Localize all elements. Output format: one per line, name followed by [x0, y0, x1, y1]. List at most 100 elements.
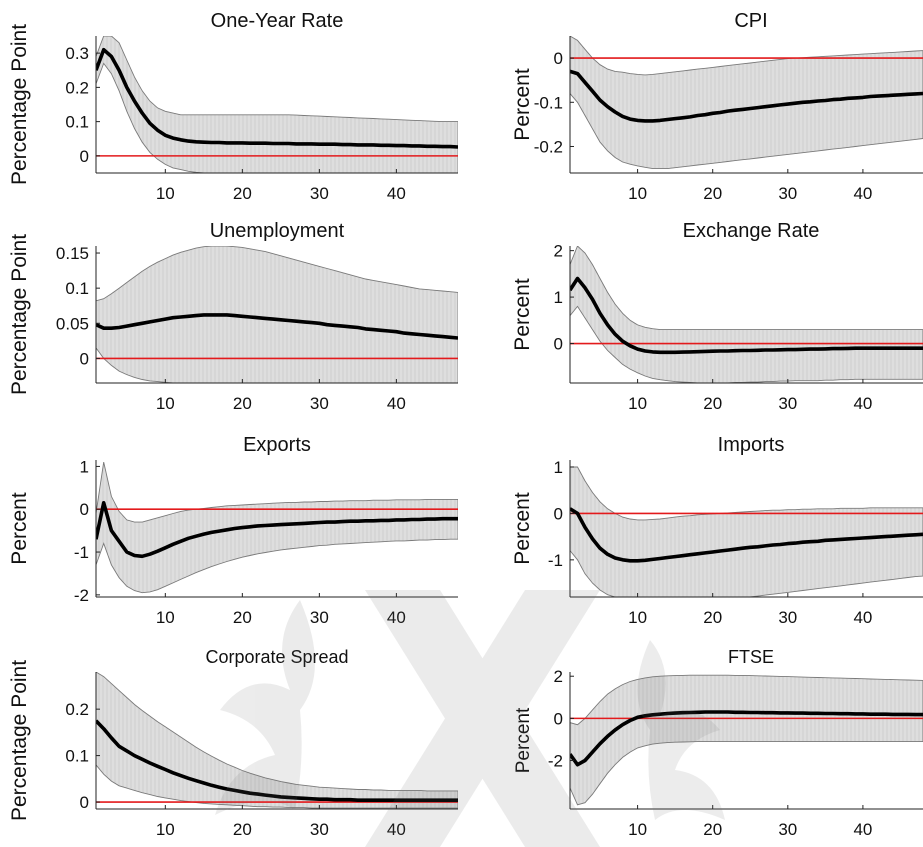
y-tick-label: 2 — [554, 242, 563, 261]
y-tick-label: 0.1 — [65, 113, 89, 132]
chart-panel-4: 10 20 30 40 0 1 2 Exchange Rate Percent — [511, 220, 923, 413]
x-tick-label: 40 — [853, 394, 872, 413]
median-response-line — [570, 69, 923, 123]
y-axis-label: Percentage Point — [8, 24, 31, 185]
y-axis-label: Percent — [513, 707, 534, 773]
x-tick-label: 10 — [156, 184, 175, 203]
confidence-band — [96, 672, 458, 809]
y-tick-label: 0.2 — [65, 700, 89, 719]
x-tick-label: 10 — [628, 394, 647, 413]
x-tick-label: 20 — [233, 608, 252, 627]
x-tick-label: 40 — [387, 608, 406, 627]
y-tick-label: 0.15 — [56, 244, 89, 263]
chart-panel-3: 10 20 30 40 0 0.05 0.1 0.15 Unemployment Percenta… — [8, 220, 458, 413]
x-tick-label: 30 — [778, 608, 797, 627]
x-tick-label: 40 — [387, 394, 406, 413]
x-tick-label: 40 — [387, 820, 406, 839]
x-tick-label: 40 — [387, 184, 406, 203]
y-tick-label: 0 — [80, 349, 89, 368]
x-tick-label: 20 — [233, 394, 252, 413]
median-response-line — [570, 276, 923, 355]
y-tick-label: 0 — [80, 500, 89, 519]
x-tick-label: 30 — [778, 820, 797, 839]
y-tick-label: 0.05 — [56, 314, 89, 333]
y-tick-label: 0.3 — [65, 44, 89, 63]
confidence-band — [570, 674, 923, 806]
confidence-band — [96, 462, 458, 594]
y-tick-label: 2 — [554, 667, 563, 686]
chart-panel-1: 10 20 30 40 0 0.1 0.2 0.3 One-Year Rate Percentag… — [8, 10, 458, 203]
y-axis-label: Percent — [8, 492, 31, 565]
median-response-line — [96, 719, 458, 802]
y-tick-label: -1 — [74, 543, 89, 562]
y-tick-label: 0 — [554, 335, 563, 354]
chart-title: Exports — [243, 434, 311, 456]
confidence-band — [96, 36, 458, 173]
x-tick-label: 30 — [310, 608, 329, 627]
median-response-line — [96, 313, 458, 340]
y-axis-label: Percent — [511, 68, 534, 141]
y-tick-label: -2 — [548, 752, 563, 771]
chart-panel-2: 10 20 30 40 0 -0.1 -0.2 CPI Percent — [511, 10, 923, 203]
y-tick-label: 0.1 — [65, 279, 89, 298]
chart-title: One-Year Rate — [211, 10, 344, 32]
median-response-line — [570, 710, 923, 767]
x-tick-label: 20 — [233, 820, 252, 839]
thistle-x-crest-watermark-icon — [215, 590, 725, 847]
confidence-band — [570, 36, 923, 170]
y-tick-label: 0 — [554, 49, 563, 68]
x-tick-label: 20 — [233, 184, 252, 203]
y-axis-label: Percentage Point — [8, 660, 31, 821]
y-tick-label: 0.2 — [65, 78, 89, 97]
x-tick-label: 20 — [703, 608, 722, 627]
chart-title: Exchange Rate — [683, 220, 820, 242]
plot-area — [96, 672, 458, 809]
x-tick-label: 30 — [310, 820, 329, 839]
x-tick-label: 30 — [778, 184, 797, 203]
y-tick-label: -2 — [74, 586, 89, 605]
plot-area — [570, 246, 923, 383]
x-tick-label: 20 — [703, 394, 722, 413]
x-tick-label: 20 — [703, 184, 722, 203]
y-tick-label: 1 — [554, 288, 563, 307]
confidence-band — [570, 246, 923, 383]
y-axis-label: Percentage Point — [8, 234, 31, 395]
x-tick-label: 10 — [156, 608, 175, 627]
plot-area — [96, 36, 458, 173]
median-response-line — [570, 507, 923, 563]
chart-title: Imports — [718, 434, 785, 456]
plot-area — [96, 462, 458, 594]
x-tick-label: 40 — [853, 608, 872, 627]
chart-title: CPI — [734, 10, 767, 32]
plot-area — [570, 36, 923, 170]
x-tick-label: 20 — [703, 820, 722, 839]
y-tick-label: -1 — [548, 551, 563, 570]
y-tick-label: 1 — [554, 458, 563, 477]
x-tick-label: 10 — [156, 394, 175, 413]
x-tick-label: 10 — [156, 820, 175, 839]
x-tick-label: 30 — [778, 394, 797, 413]
y-tick-label: 0 — [554, 504, 563, 523]
plot-area — [570, 674, 923, 806]
median-response-line — [96, 47, 458, 149]
y-tick-label: 0 — [80, 147, 89, 166]
y-tick-label: 0 — [554, 709, 563, 728]
plot-area — [96, 246, 458, 383]
plot-area — [570, 466, 923, 597]
chart-title: Corporate Spread — [205, 647, 348, 667]
y-tick-label: -0.2 — [534, 137, 563, 156]
x-tick-label: 30 — [310, 184, 329, 203]
y-axis-label: Percent — [511, 278, 534, 351]
chart-panel-7: 10 20 30 40 0 0.1 0.2 Corporate Spread Percentag… — [8, 647, 458, 839]
x-tick-label: 40 — [853, 184, 872, 203]
x-tick-label: 10 — [628, 184, 647, 203]
y-tick-label: 0.1 — [65, 747, 89, 766]
chart-title: Unemployment — [210, 220, 345, 242]
y-axis-label: Percent — [511, 492, 534, 565]
x-tick-label: 10 — [628, 608, 647, 627]
confidence-band — [96, 246, 458, 383]
y-tick-label: 0 — [80, 793, 89, 812]
y-tick-label: -0.1 — [534, 93, 563, 112]
